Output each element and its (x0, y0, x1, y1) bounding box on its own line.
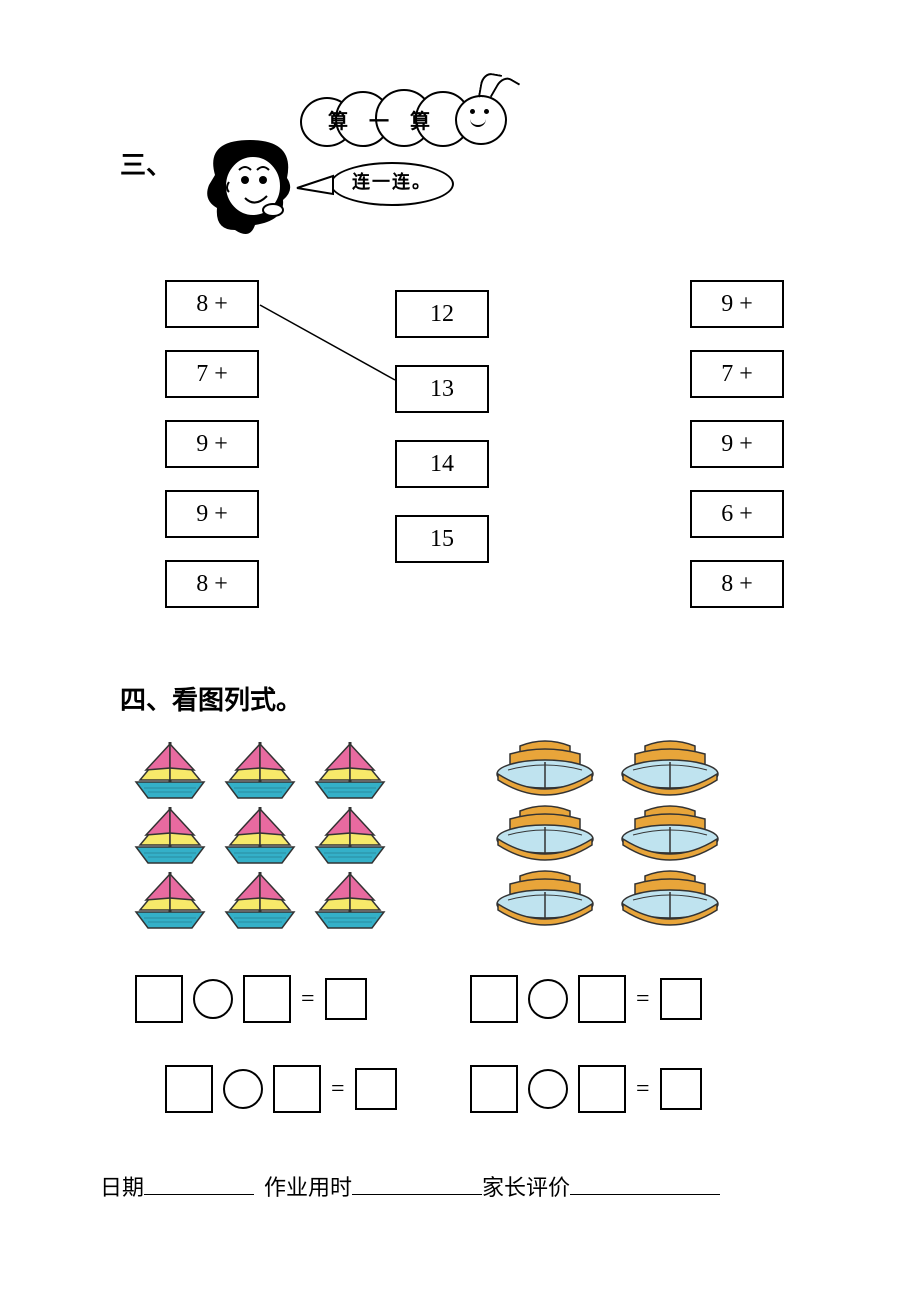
left-expr-box[interactable]: 9 + (165, 420, 259, 468)
boats-group (490, 740, 740, 935)
footer-row: 日期 作业用时 家长评价 (100, 1170, 720, 1202)
blank-square[interactable] (355, 1068, 397, 1110)
caterpillar-cloud-icon: 算 一 算 (300, 85, 520, 155)
blank-square[interactable] (660, 1068, 702, 1110)
time-blank[interactable] (352, 1172, 482, 1195)
blank-square[interactable] (165, 1065, 213, 1113)
speech-bubble: 连一连。 (330, 162, 454, 206)
date-blank[interactable] (144, 1172, 254, 1195)
sailboats-group (130, 740, 400, 935)
blank-square[interactable] (273, 1065, 321, 1113)
answer-box[interactable]: 12 (395, 290, 489, 338)
blank-square[interactable] (325, 978, 367, 1020)
blank-circle[interactable] (223, 1069, 263, 1109)
blank-circle[interactable] (528, 1069, 568, 1109)
blank-square[interactable] (470, 1065, 518, 1113)
equals-sign: = (636, 1076, 650, 1103)
blank-square[interactable] (578, 975, 626, 1023)
section-3-number: 三、 (120, 145, 172, 182)
equals-sign: = (636, 986, 650, 1013)
equation-row[interactable]: = (135, 975, 367, 1023)
blank-circle[interactable] (528, 979, 568, 1019)
left-expr-box[interactable]: 8 + (165, 280, 259, 328)
blank-square[interactable] (660, 978, 702, 1020)
right-expr-box[interactable]: 9 + (690, 420, 784, 468)
boy-head-icon (195, 130, 305, 240)
left-expr-box[interactable]: 9 + (165, 490, 259, 538)
cloud-text: 算 一 算 (328, 105, 438, 134)
equals-sign: = (301, 986, 315, 1013)
blank-square[interactable] (135, 975, 183, 1023)
equation-row[interactable]: = (165, 1065, 397, 1113)
answer-box[interactable]: 13 (395, 365, 489, 413)
answer-box[interactable]: 15 (395, 515, 489, 563)
review-blank[interactable] (570, 1172, 720, 1195)
matching-line (0, 0, 920, 1300)
review-label: 家长评价 (482, 1170, 570, 1202)
section-4-heading: 四、看图列式。 (120, 680, 302, 717)
date-label: 日期 (100, 1170, 144, 1202)
blank-square[interactable] (578, 1065, 626, 1113)
equation-row[interactable]: = (470, 1065, 702, 1113)
worksheet-page: 三、 算 一 算 连一连。 8 + 7 + (0, 0, 920, 1300)
right-expr-box[interactable]: 8 + (690, 560, 784, 608)
answer-box[interactable]: 14 (395, 440, 489, 488)
blank-circle[interactable] (193, 979, 233, 1019)
left-expr-box[interactable]: 8 + (165, 560, 259, 608)
equation-row[interactable]: = (470, 975, 702, 1023)
time-label: 作业用时 (264, 1170, 352, 1202)
bubble-text: 连一连。 (352, 172, 432, 192)
left-expr-box[interactable]: 7 + (165, 350, 259, 398)
right-expr-box[interactable]: 7 + (690, 350, 784, 398)
right-expr-box[interactable]: 9 + (690, 280, 784, 328)
blank-square[interactable] (243, 975, 291, 1023)
right-expr-box[interactable]: 6 + (690, 490, 784, 538)
equals-sign: = (331, 1076, 345, 1103)
blank-square[interactable] (470, 975, 518, 1023)
